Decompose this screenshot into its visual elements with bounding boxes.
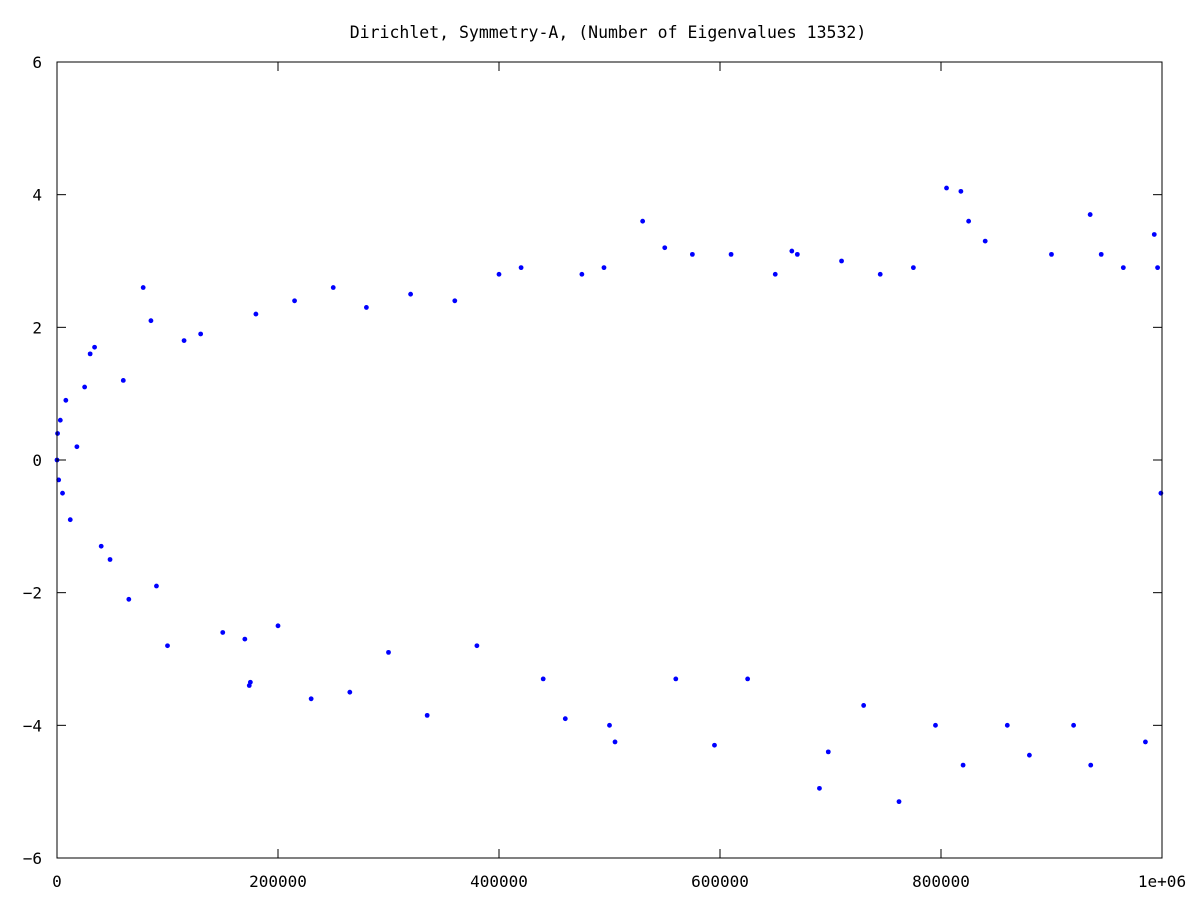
data-point xyxy=(601,265,607,271)
data-point xyxy=(424,712,430,718)
data-point xyxy=(966,218,972,224)
y-tick-label: 2 xyxy=(32,318,42,337)
data-point xyxy=(789,248,795,254)
y-tick-label: −4 xyxy=(23,716,42,735)
chart-title: Dirichlet, Symmetry-A, (Number of Eigenv… xyxy=(350,23,867,42)
data-point xyxy=(55,431,60,436)
data-point xyxy=(386,649,391,655)
data-point xyxy=(579,271,585,277)
data-point xyxy=(540,676,546,682)
data-point xyxy=(1071,722,1076,728)
data-point xyxy=(861,703,867,708)
data-point xyxy=(662,245,668,251)
data-point xyxy=(126,596,132,602)
data-point xyxy=(57,417,63,423)
data-point xyxy=(640,218,646,224)
data-point xyxy=(982,238,988,244)
data-point xyxy=(242,636,248,642)
data-point xyxy=(253,311,259,317)
data-point xyxy=(1158,490,1164,496)
data-point xyxy=(474,643,480,649)
data-point xyxy=(292,298,297,304)
data-point xyxy=(1151,232,1157,237)
data-point xyxy=(107,557,113,562)
y-tick-label: −2 xyxy=(23,584,42,603)
data-point xyxy=(825,749,831,755)
axes: 0 200000 400000 600000 800000 1e+06 −6 −4 −2 0 2 4 6 xyxy=(23,53,1186,891)
data-point xyxy=(958,188,964,194)
data-point xyxy=(181,338,187,343)
data-point xyxy=(772,271,778,277)
data-point xyxy=(1098,251,1104,257)
data-point xyxy=(98,543,104,549)
data-point xyxy=(518,265,524,271)
data-point xyxy=(612,739,618,745)
data-point xyxy=(496,271,502,277)
data-point xyxy=(92,344,97,350)
data-point xyxy=(140,285,146,290)
data-point xyxy=(347,689,353,695)
data-points xyxy=(54,185,1164,805)
data-point xyxy=(877,271,883,277)
data-point xyxy=(1027,752,1032,758)
data-point xyxy=(247,679,253,685)
data-point xyxy=(896,799,902,805)
data-point xyxy=(1155,265,1160,271)
data-point xyxy=(74,444,80,450)
data-point xyxy=(689,251,695,257)
data-point xyxy=(673,676,679,682)
data-point xyxy=(960,762,966,768)
x-tick-label: 400000 xyxy=(470,872,528,891)
data-point xyxy=(82,384,88,390)
x-tick-label: 800000 xyxy=(912,872,970,891)
data-point xyxy=(220,630,226,635)
data-point xyxy=(1004,722,1010,728)
x-tick-label: 0 xyxy=(52,872,62,891)
data-point xyxy=(794,251,800,257)
x-tick-label: 1e+06 xyxy=(1138,872,1186,891)
data-point xyxy=(1088,762,1094,768)
data-point xyxy=(933,722,938,728)
y-tick-label: −6 xyxy=(23,849,42,868)
data-point xyxy=(198,331,204,337)
data-point xyxy=(839,258,844,264)
data-point xyxy=(817,785,822,791)
data-point xyxy=(1143,739,1148,745)
data-point xyxy=(67,517,73,523)
data-point xyxy=(910,265,916,271)
data-point xyxy=(408,291,413,297)
data-point xyxy=(87,351,93,357)
data-point xyxy=(308,696,314,702)
data-point xyxy=(165,643,170,649)
data-point xyxy=(944,185,949,191)
data-point xyxy=(63,397,69,403)
data-point xyxy=(120,378,126,383)
data-point xyxy=(1049,251,1054,257)
data-point xyxy=(452,298,458,304)
plot-border xyxy=(56,61,1163,859)
data-point xyxy=(148,318,154,324)
data-point xyxy=(364,305,369,310)
data-point xyxy=(330,285,336,290)
data-point xyxy=(745,676,751,682)
data-point xyxy=(607,722,612,728)
data-point xyxy=(562,716,568,722)
x-tick-label: 600000 xyxy=(691,872,749,891)
data-point xyxy=(712,742,717,748)
x-tick-label: 200000 xyxy=(249,872,307,891)
data-point xyxy=(154,583,159,589)
y-tick-label: 6 xyxy=(32,53,42,72)
data-point xyxy=(275,623,281,629)
data-point xyxy=(1087,212,1093,217)
data-point xyxy=(1120,265,1126,271)
data-point xyxy=(728,251,734,257)
data-point xyxy=(60,490,65,496)
y-tick-label: 4 xyxy=(32,186,42,205)
y-tick-label: 0 xyxy=(32,451,42,470)
